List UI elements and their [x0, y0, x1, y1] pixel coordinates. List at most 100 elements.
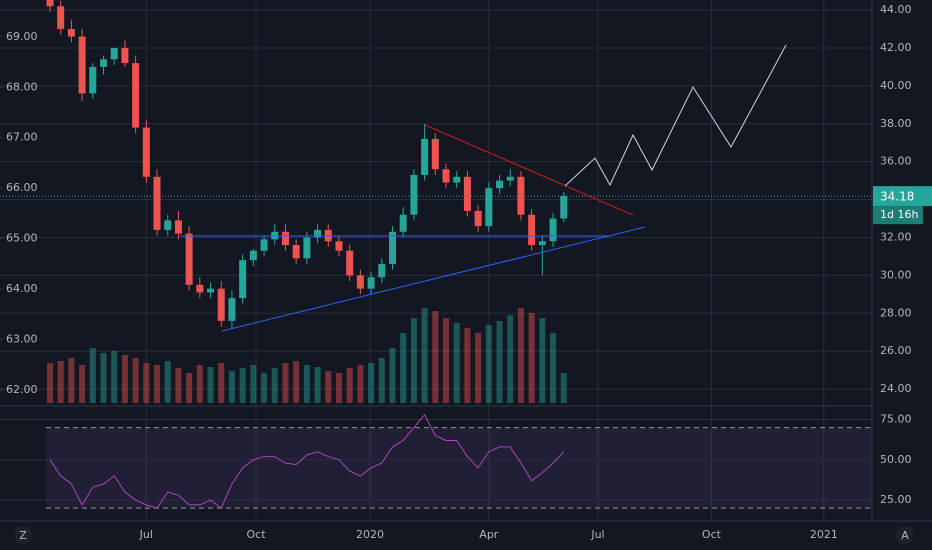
candle-body	[399, 214, 407, 232]
y-tick-label: 24.00	[880, 382, 912, 395]
volume-bar	[389, 348, 396, 403]
candle-body	[239, 260, 247, 299]
candle-body	[453, 176, 461, 183]
x-tick-label: Oct	[247, 528, 267, 541]
y-tick-label: 75.00	[880, 413, 912, 426]
auto-button[interactable]	[896, 526, 914, 544]
volume-bar	[175, 368, 182, 403]
volume-bar	[79, 365, 86, 403]
candle-body	[528, 214, 536, 246]
volume-bar	[293, 361, 300, 403]
volume-bar	[250, 365, 257, 403]
volume-bar	[132, 358, 139, 403]
zoom-button-label[interactable]: Z	[19, 529, 27, 542]
volume-bar	[282, 363, 289, 403]
last-price-label: 34.18	[880, 190, 914, 204]
volume-bar	[517, 308, 524, 403]
volume-bar	[507, 315, 514, 403]
volume-bar	[550, 333, 557, 403]
candle-body	[463, 176, 471, 211]
volume-bar	[475, 333, 482, 403]
candle-body	[421, 138, 429, 175]
volume-bar	[378, 358, 385, 403]
candle-body	[228, 298, 236, 321]
volume-bar	[261, 373, 268, 403]
candle-body	[517, 176, 525, 215]
volume-bar	[528, 313, 535, 403]
x-tick-label: Apr	[479, 528, 499, 541]
volume-bar	[207, 367, 214, 403]
volume-bar	[346, 368, 353, 403]
volume-bar	[325, 371, 332, 403]
y-tick-label: 44.00	[880, 3, 912, 16]
rsi-line	[49, 413, 565, 509]
y-tick-label: 40.00	[880, 79, 912, 92]
candle-body	[249, 250, 257, 261]
candle-body	[260, 239, 268, 251]
candle-body	[142, 127, 150, 177]
auto-button-label[interactable]: A	[901, 529, 909, 542]
grid-layer	[0, 0, 872, 521]
candle-body	[442, 169, 450, 183]
candle-body	[367, 277, 375, 289]
volume-bar	[400, 333, 407, 403]
y-tick-label: 28.00	[880, 306, 912, 319]
volume-bar	[89, 348, 96, 403]
zoom-button[interactable]	[14, 526, 32, 544]
x-tick-label: Oct	[702, 528, 722, 541]
volume-bar	[357, 365, 364, 403]
volume-bar	[453, 323, 460, 403]
y-tick-label: 25.00	[880, 493, 912, 506]
x-tick-label: Jul	[590, 528, 604, 541]
candle-body	[132, 63, 140, 128]
candle-body	[57, 6, 65, 29]
x-tick-label: 2020	[356, 528, 384, 541]
volume-bar	[496, 321, 503, 403]
volume-bar	[560, 373, 567, 403]
candle-body	[185, 233, 193, 285]
y-tick-label: 26.00	[880, 344, 912, 357]
candle-body	[496, 180, 504, 189]
y-tick-label: 38.00	[880, 117, 912, 130]
y2-tick-label: 62.00	[6, 383, 38, 396]
candle-body	[410, 174, 418, 215]
candle-body	[506, 176, 514, 181]
volume-bar	[196, 365, 203, 403]
y2-tick-label: 63.00	[6, 332, 38, 345]
y2-tick-label: 68.00	[6, 80, 38, 93]
volume-bar	[186, 373, 193, 403]
volume-bar	[164, 361, 171, 403]
y-tick-label: 36.00	[880, 155, 912, 168]
countdown-box	[873, 206, 923, 225]
candle-body	[549, 218, 557, 242]
last-price-box	[873, 186, 932, 207]
candle-body	[346, 250, 354, 276]
volume-bar	[228, 371, 235, 403]
candle-body	[207, 288, 215, 293]
volume-bar	[314, 367, 321, 403]
y-tick-label: 30.00	[880, 268, 912, 281]
volume-bar	[271, 368, 278, 403]
y-tick-label: 32.00	[880, 230, 912, 243]
volume-bar	[57, 361, 64, 403]
candle-body	[46, 0, 54, 7]
volume-bar	[239, 368, 246, 403]
volume-bar	[421, 308, 428, 403]
y2-tick-label: 66.00	[6, 181, 38, 194]
candle-body	[164, 220, 172, 230]
projection-path	[564, 44, 787, 187]
y2-tick-label: 67.00	[6, 131, 38, 144]
candle-body	[281, 231, 289, 246]
candle-body	[292, 245, 300, 259]
candle-body	[153, 176, 161, 230]
candle-body	[121, 47, 129, 64]
candle-body	[110, 47, 118, 60]
resistance-line	[424, 124, 634, 216]
x-tick-label: Jul	[139, 528, 153, 541]
candle-body	[303, 237, 311, 259]
volume-bar	[68, 358, 75, 403]
volume-bar	[432, 311, 439, 403]
candle-body	[78, 36, 86, 94]
volume-bar	[303, 365, 310, 403]
